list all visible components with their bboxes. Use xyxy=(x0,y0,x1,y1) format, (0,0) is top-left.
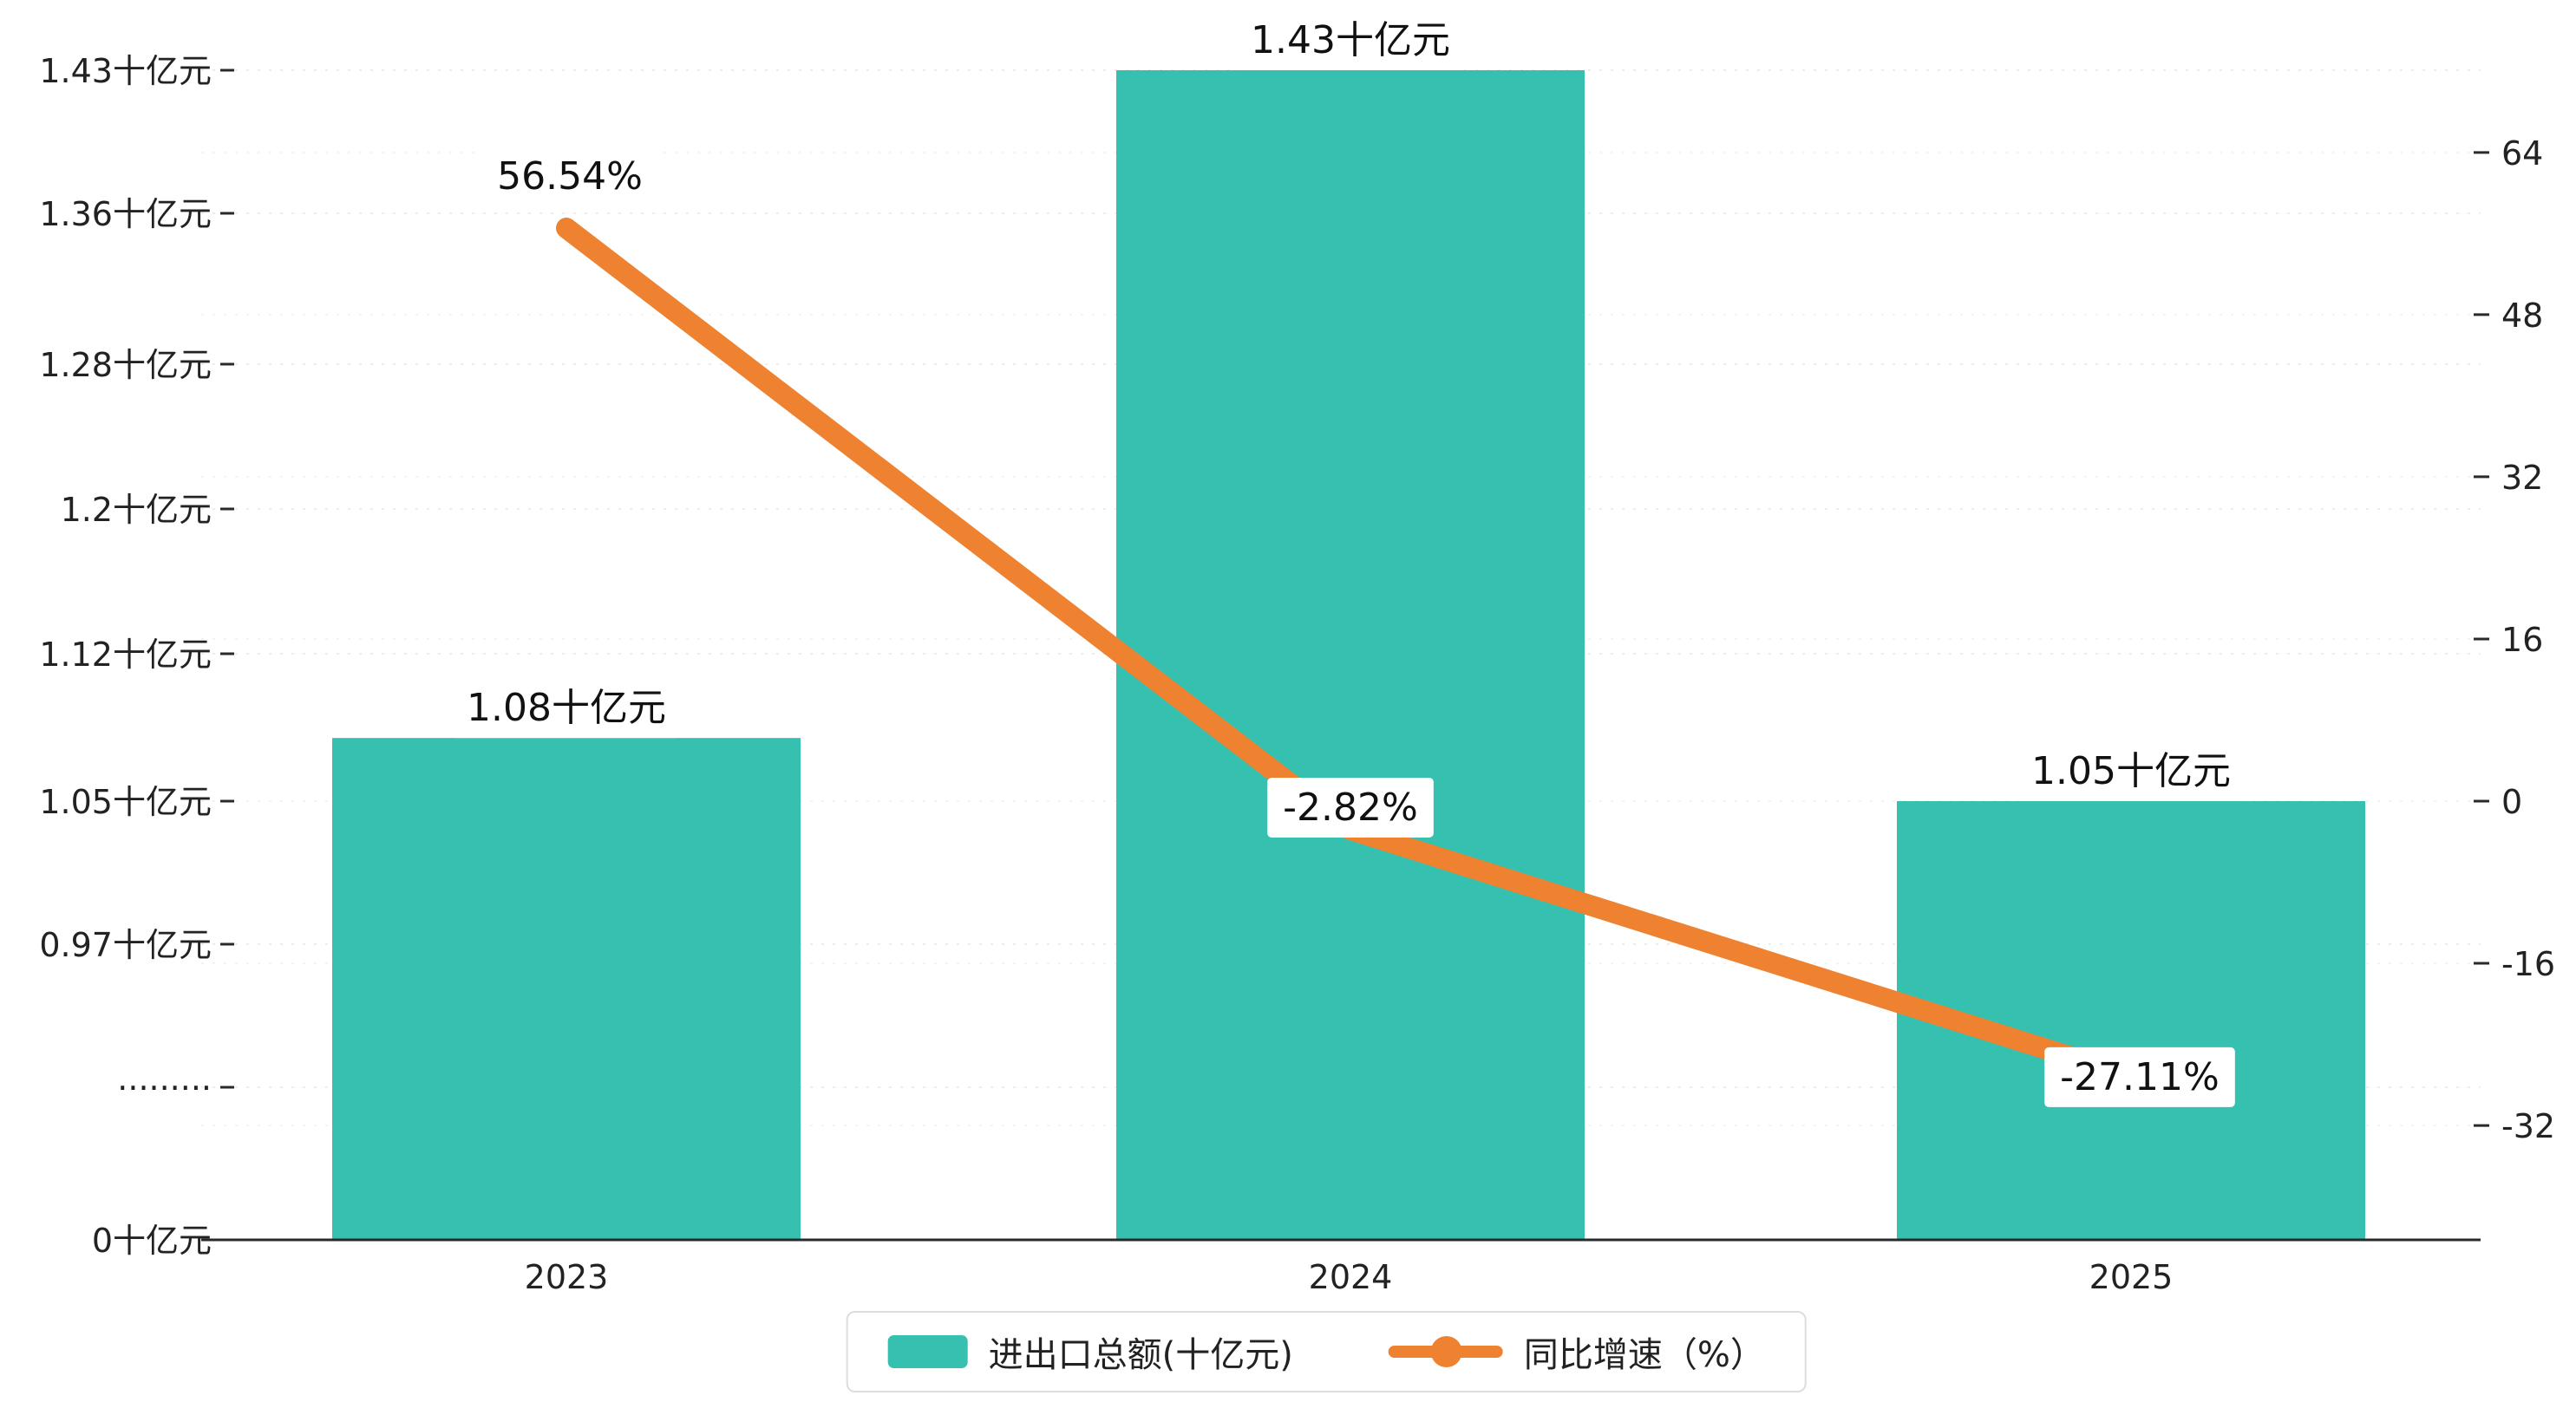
line-label-2023-text: 56.54% xyxy=(497,154,643,199)
left-tick-label: 1.2十亿元 xyxy=(61,491,212,529)
legend-label-growth-rate: 同比增速（%） xyxy=(1523,1335,1765,1375)
left-tick-label: 1.12十亿元 xyxy=(39,636,212,674)
line-dot-icon xyxy=(1430,1336,1462,1367)
left-tick-label: 1.36十亿元 xyxy=(39,195,212,233)
legend: 进出口总额(十亿元) 同比增速（%） xyxy=(846,1311,1807,1392)
line-label-2025-bg xyxy=(2044,1047,2235,1107)
left-tick-label: 0十亿元 xyxy=(92,1222,212,1260)
line-label-2024-bg xyxy=(1267,777,1434,838)
right-tick-label: -16 xyxy=(2501,945,2555,983)
left-tick-label: 1.28十亿元 xyxy=(39,346,212,384)
right-tick-label: 48 xyxy=(2501,297,2543,335)
x-tick-label-2024: 2024 xyxy=(1309,1258,1393,1296)
bar-2023[interactable] xyxy=(332,738,801,1240)
bar-series xyxy=(332,70,2365,1240)
x-tick-label-2023: 2023 xyxy=(525,1258,609,1296)
bar-label-2023: 1.08十亿元 xyxy=(451,678,682,739)
line-label-2025: -27.11% xyxy=(2044,1047,2235,1107)
line-marker-icon xyxy=(1388,1336,1503,1367)
left-tick-label: 0.97十亿元 xyxy=(39,926,212,964)
bar-label-2024: 1.43十亿元 xyxy=(1235,10,1466,70)
right-tick-label: 16 xyxy=(2501,621,2543,659)
bar-swatch-icon xyxy=(887,1335,968,1368)
line-label-2023: 56.54% xyxy=(481,147,658,207)
bar-label-2025: 1.05十亿元 xyxy=(2016,741,2246,801)
bar-label-2024-bg xyxy=(1235,10,1466,70)
line-label-2023-bg xyxy=(481,147,658,207)
legend-label-total-trade: 进出口总额(十亿元) xyxy=(988,1335,1293,1375)
legend-item-growth-rate[interactable]: 同比增速（%） xyxy=(1388,1327,1765,1377)
right-tick-label: -32 xyxy=(2501,1107,2555,1145)
bar-label-2023-bg xyxy=(451,678,682,739)
line-label-2024-text: -2.82% xyxy=(1283,786,1418,830)
legend-item-total-trade[interactable]: 进出口总额(十亿元) xyxy=(887,1327,1293,1377)
line-label-2025-text: -27.11% xyxy=(2060,1055,2220,1099)
left-axis: 1.43十亿元 1.36十亿元 1.28十亿元 1.2十亿元 1.12十亿元 1.05十亿… xyxy=(39,52,234,1260)
right-tick-label: 0 xyxy=(2501,783,2522,821)
right-axis: 64 48 32 16 0 -16 -32 xyxy=(2474,134,2555,1145)
bar-2024[interactable] xyxy=(1116,70,1585,1240)
bar-label-2025-text: 1.05十亿元 xyxy=(2031,749,2231,793)
x-tick-label-2025: 2025 xyxy=(2089,1258,2174,1296)
left-tick-label: 1.05十亿元 xyxy=(39,783,212,821)
line-label-2024: -2.82% xyxy=(1267,777,1434,838)
right-tick-label: 32 xyxy=(2501,459,2543,497)
left-tick-label: ········· xyxy=(117,1069,212,1107)
bar-label-2025-bg xyxy=(2016,741,2246,801)
bar-label-2023-text: 1.08十亿元 xyxy=(467,686,666,730)
left-tick-label: 1.43十亿元 xyxy=(39,52,212,90)
bar-label-2024-text: 1.43十亿元 xyxy=(1251,18,1450,62)
right-tick-label: 64 xyxy=(2501,134,2543,173)
